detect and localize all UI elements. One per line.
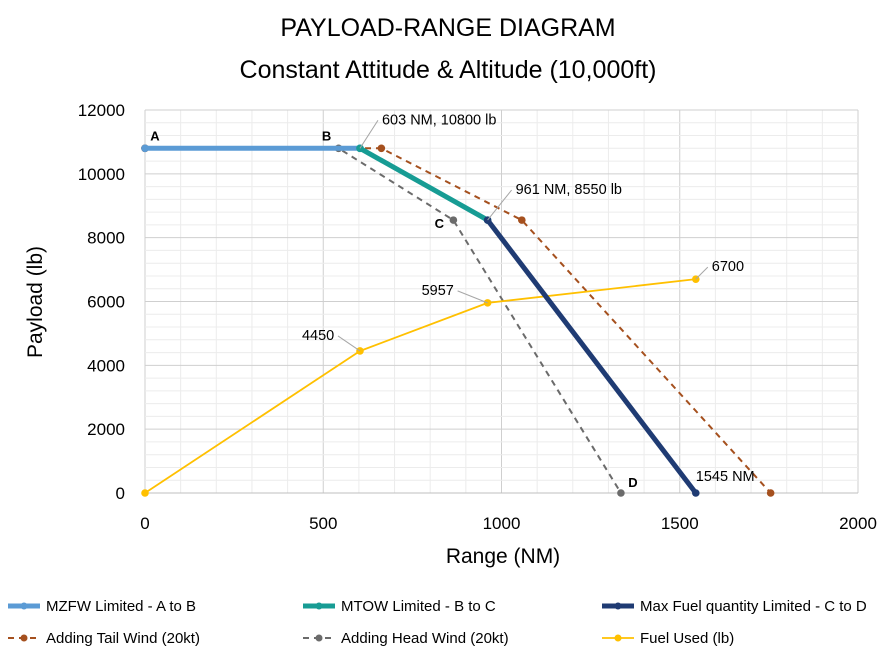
- legend-entry: MZFW Limited - A to B: [46, 598, 196, 615]
- legend-entry: MTOW Limited - B to C: [341, 598, 496, 615]
- y-tick-label: 12000: [78, 101, 125, 120]
- y-axis-label: Payload (lb): [24, 246, 47, 358]
- leader-line: [487, 189, 512, 221]
- legend: MZFW Limited - A to B MTOW Limited - B to…: [8, 598, 867, 647]
- data-point: [449, 216, 458, 224]
- legend-marker: [315, 634, 323, 642]
- data-point: [141, 489, 149, 497]
- x-tick-label: 2000: [839, 514, 877, 533]
- data-point: [617, 489, 625, 497]
- gridlines: [144, 109, 859, 494]
- series-line: [358, 146, 489, 223]
- leader-line: [695, 266, 709, 280]
- data-point: [766, 489, 775, 497]
- data-label: 603 NM, 10800 lb: [382, 112, 496, 128]
- legend-marker: [614, 602, 622, 610]
- data-point: [141, 144, 149, 153]
- legend-entry: Adding Tail Wind (20kt): [46, 630, 200, 647]
- x-tick-label: 1000: [483, 514, 521, 533]
- data-label: 961 NM, 8550 lb: [516, 182, 622, 198]
- point-label: D: [628, 475, 637, 490]
- x-tick-label: 0: [140, 514, 149, 533]
- data-label: 4450: [302, 328, 334, 344]
- chart-subtitle: Constant Attitude & Altitude (10,000ft): [240, 56, 657, 84]
- data-label: 5957: [422, 283, 454, 299]
- series-lines: [141, 144, 775, 497]
- leader-line: [359, 120, 379, 149]
- chart-title: PAYLOAD-RANGE DIAGRAM: [280, 14, 615, 42]
- data-point: [691, 489, 700, 497]
- leader-line: [337, 335, 361, 352]
- y-tick-label: 2000: [87, 420, 125, 439]
- series-line: [145, 147, 772, 494]
- annotations: A B C D 603 NM, 10800 lb 961 NM, 8550 lb 1545 …: [150, 112, 754, 490]
- y-tick-label: 6000: [87, 293, 125, 312]
- series-line: [144, 278, 696, 494]
- legend-marker: [20, 634, 28, 642]
- data-point: [377, 144, 386, 153]
- series-line: [145, 147, 622, 494]
- point-label: C: [435, 216, 445, 231]
- point-label: B: [322, 128, 331, 143]
- y-tick-label: 4000: [87, 356, 125, 375]
- y-tick-label: 0: [116, 484, 125, 503]
- legend-entry: Max Fuel quantity Limited - C to D: [640, 598, 867, 615]
- legend-marker: [20, 602, 28, 610]
- data-label: 6700: [712, 259, 744, 275]
- legend-marker: [614, 634, 622, 642]
- legend-marker: [315, 602, 323, 610]
- legend-entry: Fuel Used (lb): [640, 630, 734, 647]
- series-line: [485, 218, 698, 495]
- legend-entry: Adding Head Wind (20kt): [341, 630, 509, 647]
- data-point: [356, 347, 364, 355]
- data-label: 1545 NM: [696, 469, 755, 485]
- leader-line: [457, 290, 488, 304]
- y-tick-label: 8000: [87, 229, 125, 248]
- data-point: [483, 299, 492, 307]
- x-tick-label: 1500: [661, 514, 699, 533]
- tick-labels: 0 500 1000 1500 2000 0 2000 4000 6000 8000 10000 12…: [78, 101, 877, 533]
- data-point: [518, 216, 526, 224]
- x-tick-label: 500: [309, 514, 337, 533]
- y-tick-label: 10000: [78, 165, 125, 184]
- x-axis-label: Range (NM): [446, 545, 560, 568]
- point-label: A: [150, 128, 160, 143]
